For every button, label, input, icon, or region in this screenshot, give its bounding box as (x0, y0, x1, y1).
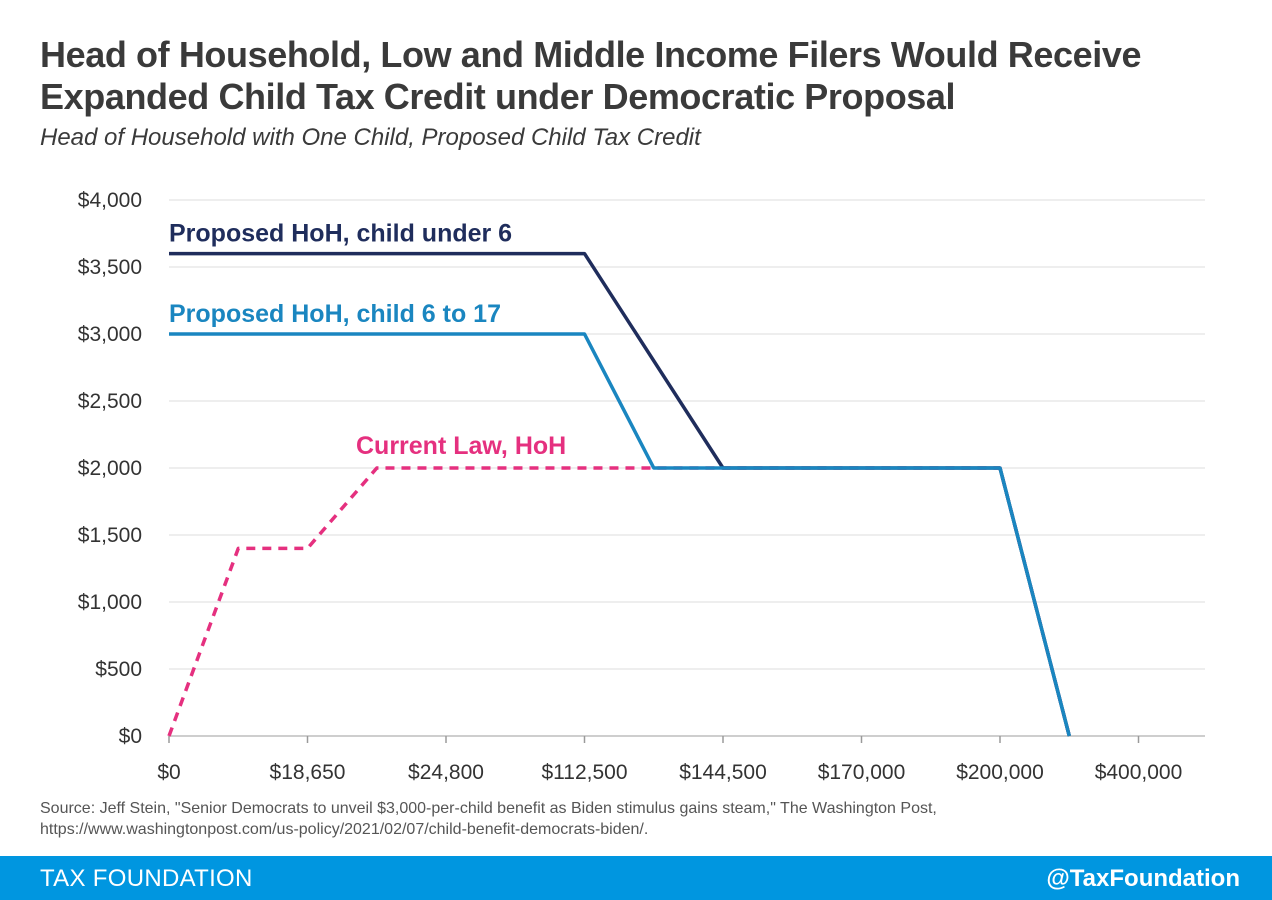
x-tick-label: $170,000 (818, 761, 906, 784)
chart-subtitle: Head of Household with One Child, Propos… (40, 124, 701, 151)
y-tick-label: $2,500 (78, 390, 142, 413)
series-line-1 (169, 332, 1071, 737)
x-tick-label: $200,000 (956, 761, 1044, 784)
series-label-2: Current Law, HoH (356, 432, 566, 460)
series-label-0: Proposed HoH, child under 6 (169, 220, 512, 248)
x-tick-label: $18,650 (270, 761, 346, 784)
x-tick-label: $144,500 (679, 761, 767, 784)
line-chart: $0 $500 $1,000 $1,500 $2,000 $2,500 $3,000 $3,5… (78, 189, 1205, 784)
y-tick-label: $2,000 (78, 457, 142, 480)
footer-bar: TAX FOUNDATION @TaxFoundation (0, 856, 1272, 900)
y-tick-label: $3,000 (78, 323, 142, 346)
y-tick-label: $3,500 (78, 256, 142, 279)
x-tick-label: $400,000 (1095, 761, 1183, 784)
y-tick-label: $1,000 (78, 591, 142, 614)
x-tick-label: $0 (157, 761, 180, 784)
source-note: Source: Jeff Stein, "Senior Democrats to… (40, 798, 1240, 840)
y-tick-label: $500 (95, 658, 142, 681)
y-tick-label: $0 (119, 725, 142, 748)
chart-title: Head of Household, Low and Middle Income… (40, 34, 1142, 117)
footer-brand: TAX FOUNDATION (40, 865, 253, 892)
x-tick-label: $112,500 (541, 761, 627, 784)
source-line-1: Source: Jeff Stein, "Senior Democrats to… (40, 800, 937, 817)
x-tick-label: $24,800 (408, 761, 484, 784)
y-tick-label: $1,500 (78, 524, 142, 547)
series-label-1: Proposed HoH, child 6 to 17 (169, 300, 501, 328)
source-url: https://www.washingtonpost.com/us-policy… (40, 821, 649, 838)
y-tick-label: $4,000 (78, 189, 142, 212)
footer-handle: @TaxFoundation (1046, 865, 1240, 892)
